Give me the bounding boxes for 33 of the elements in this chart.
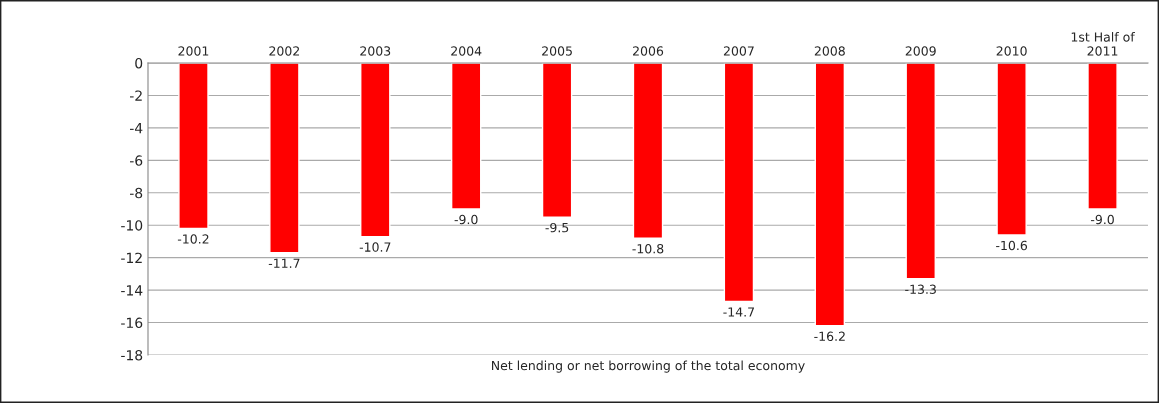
x-tick-label: 2001: [178, 46, 209, 56]
y-tick-label: -18: [121, 349, 143, 361]
data-label: -13.3: [905, 284, 936, 294]
data-label: -9.5: [545, 222, 569, 233]
y-tick-label: -10: [121, 220, 143, 231]
x-tick-label: 1st Half of 2011: [1071, 32, 1135, 56]
x-tick-label: 2010: [996, 46, 1027, 56]
y-tick-label: 0: [135, 57, 143, 69]
data-label: -10.2: [177, 234, 209, 244]
x-tick-label: 2007: [723, 46, 754, 56]
y-tick-label: -12: [121, 252, 142, 263]
data-label: -10.6: [996, 240, 1028, 251]
x-tick-label: 2004: [451, 46, 482, 56]
x-tick-label: 2005: [542, 46, 572, 56]
x-tick-label: 2002: [269, 46, 300, 56]
y-tick-label: -8: [129, 187, 143, 199]
y-tick-label: -14: [121, 285, 143, 296]
y-tick-label: -6: [129, 155, 143, 166]
y-tick-label: -4: [129, 123, 143, 134]
data-label: -9.0: [1090, 214, 1114, 225]
y-tick-label: -16: [121, 317, 143, 329]
y-tick-label: -2: [129, 90, 142, 101]
x-tick-label: 2006: [633, 46, 664, 56]
data-label: -16.2: [814, 331, 845, 342]
x-tick-label: 2008: [814, 46, 845, 56]
data-label: -11.7: [268, 258, 300, 268]
x-tick-label: 2003: [360, 46, 391, 56]
x-axis-title: Net lending or net borrowing of the total economy: [492, 360, 805, 373]
x-tick-label: 2009: [905, 46, 936, 56]
data-label: -10.8: [632, 243, 664, 254]
data-label: -14.7: [723, 307, 755, 317]
data-label: -9.0: [454, 214, 478, 225]
data-label: -10.7: [359, 242, 391, 252]
